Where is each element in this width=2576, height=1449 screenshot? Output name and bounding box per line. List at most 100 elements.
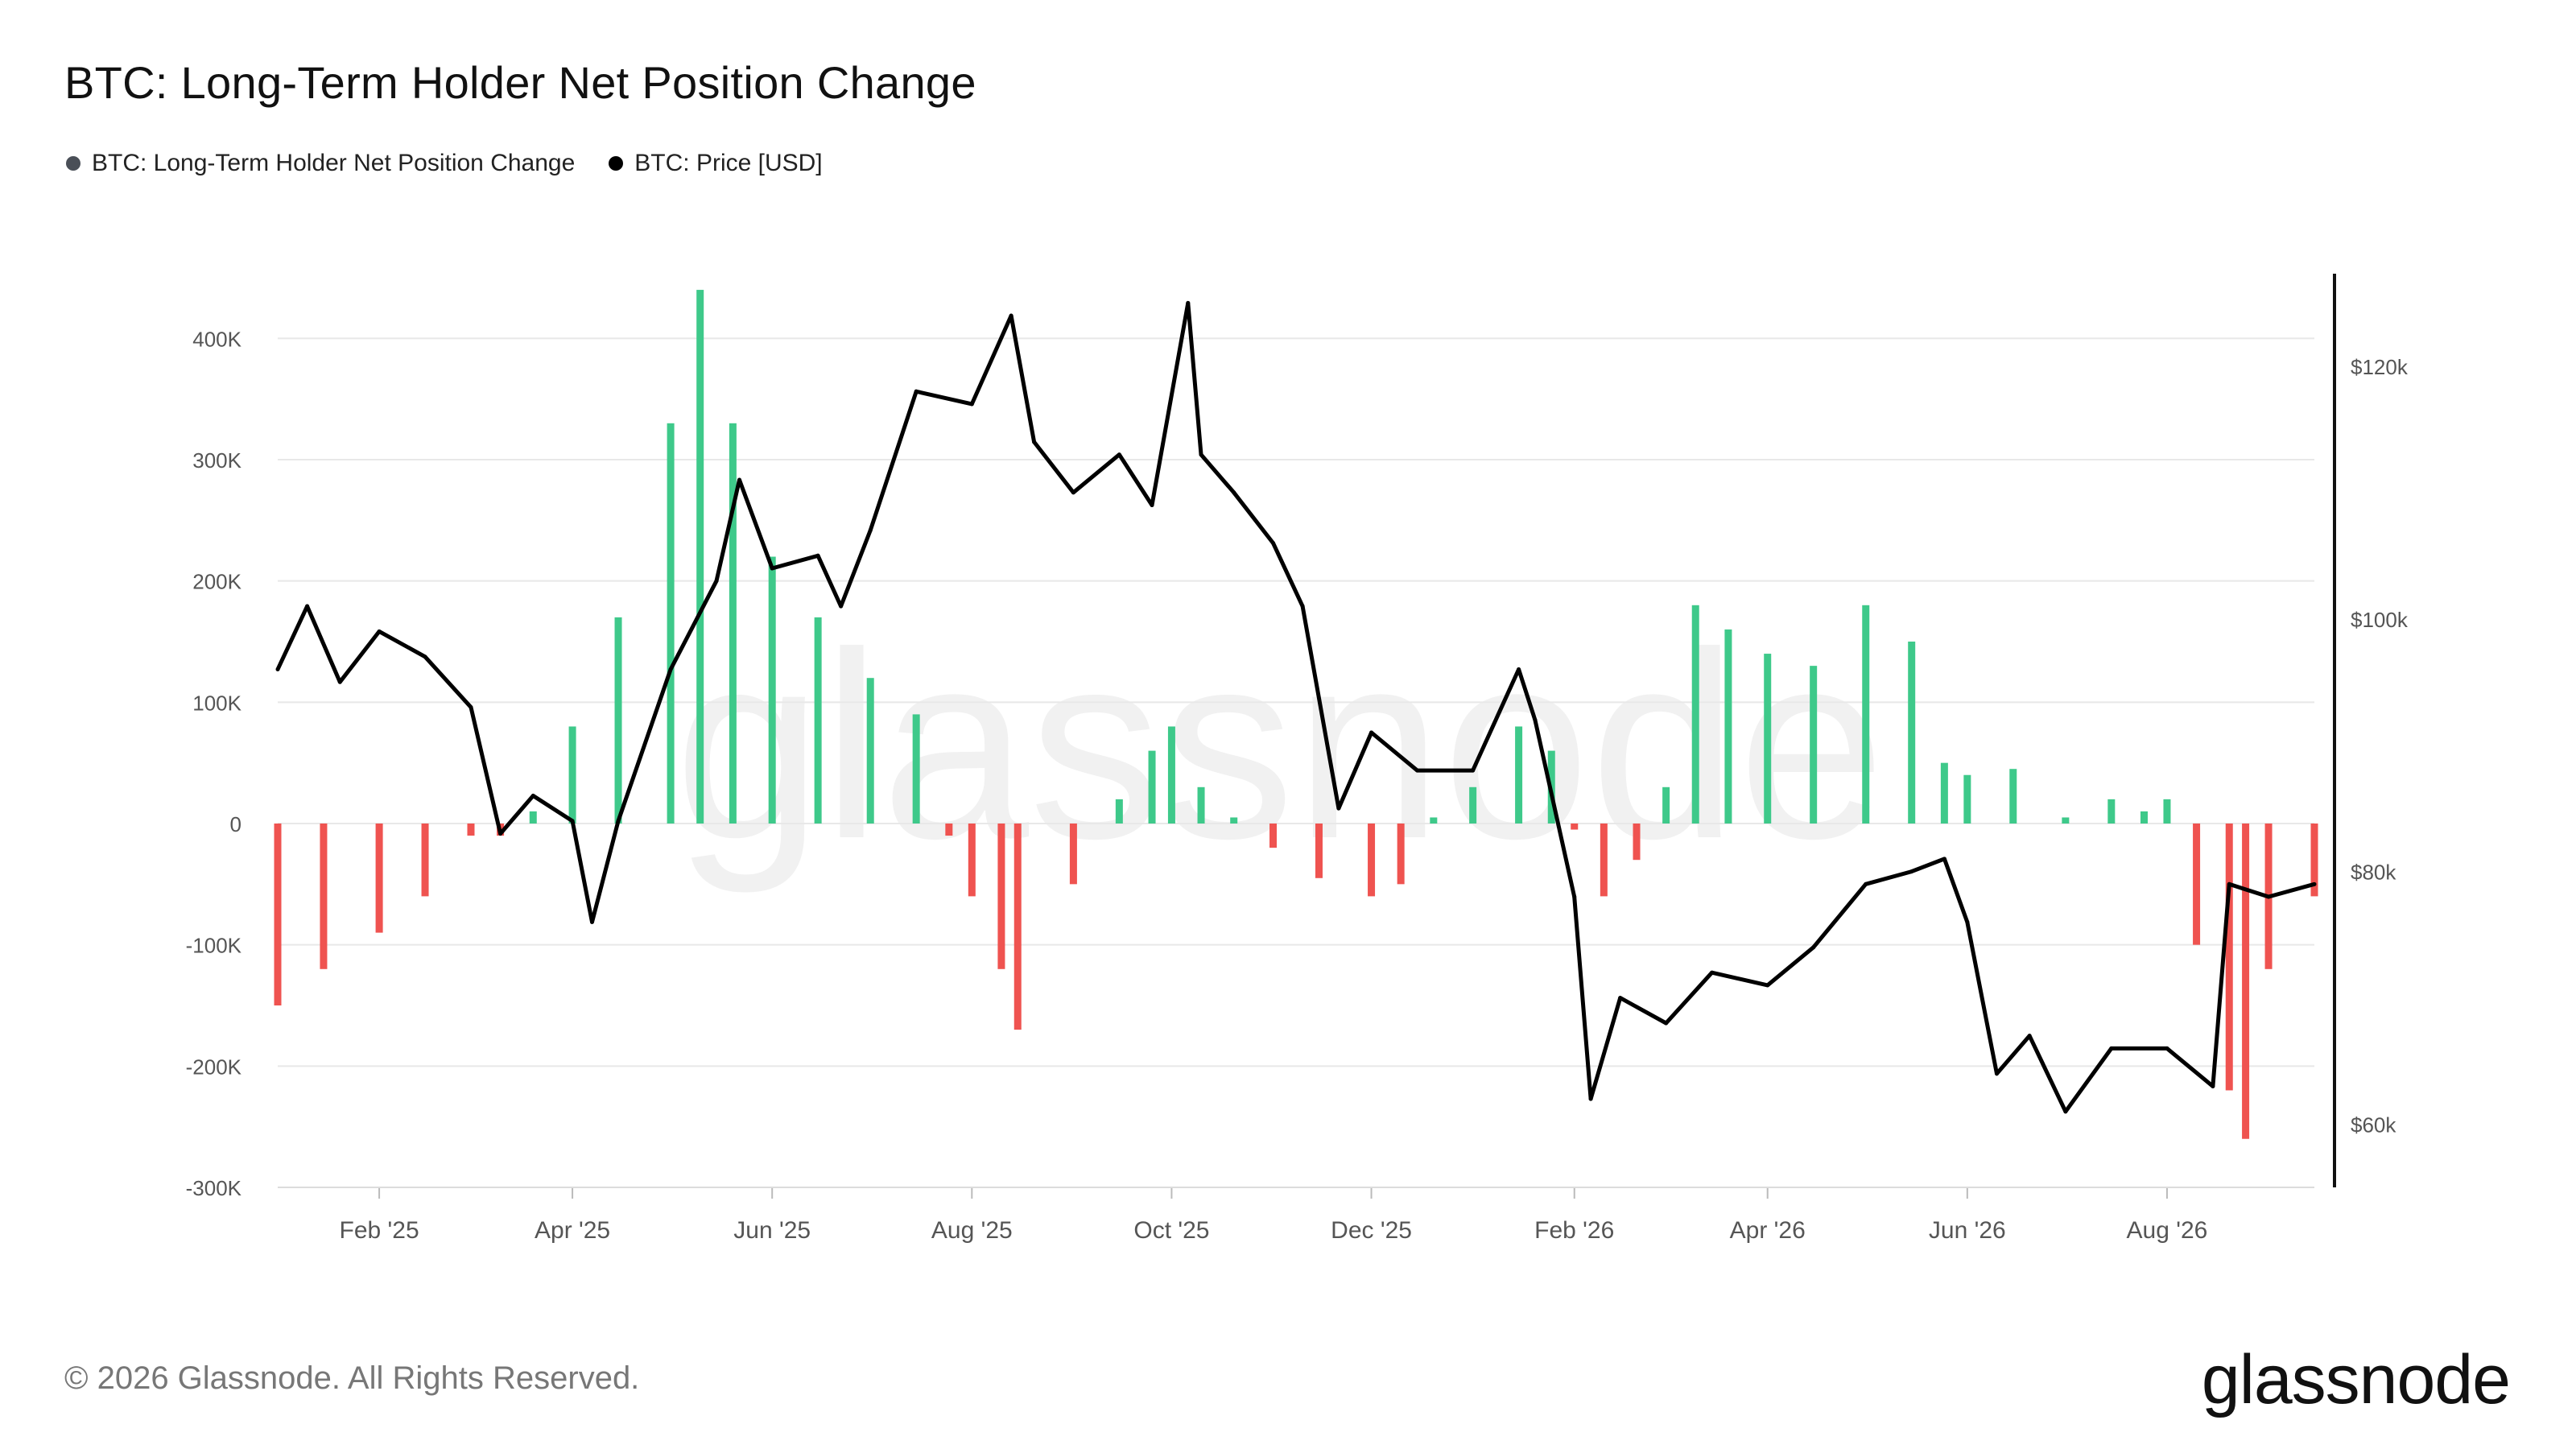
bars-layer — [274, 290, 2318, 1139]
y-left-tick-label: 100K — [192, 691, 242, 715]
price-point — [589, 919, 594, 924]
price-point — [337, 679, 342, 684]
net-position-bar — [320, 824, 328, 969]
x-tick-label: Aug '25 — [931, 1217, 1013, 1244]
price-point — [469, 705, 473, 710]
price-point — [2227, 881, 2231, 886]
price-line — [275, 300, 2315, 1114]
net-position-bar — [421, 824, 429, 897]
y-left-tick-label: 0 — [230, 812, 242, 836]
net-position-bar — [912, 714, 920, 824]
chart-legend: BTC: Long-Term Holder Net Position Chang… — [66, 150, 823, 177]
glassnode-logo[interactable]: glassnode — [2201, 1341, 2511, 1418]
net-position-bar — [467, 824, 475, 836]
price-point — [2165, 1046, 2169, 1051]
price-point — [1572, 894, 1577, 899]
price-point — [1032, 440, 1037, 444]
net-position-bar — [1197, 786, 1205, 824]
net-position-bar — [2225, 824, 2233, 1091]
x-tick-label: Apr '26 — [1730, 1217, 1806, 1244]
net-position-bar — [2163, 799, 2171, 824]
net-position-bar — [1368, 824, 1376, 897]
net-position-bar — [696, 290, 704, 824]
net-position-bar — [1469, 786, 1477, 824]
x-tick-label: Jun '26 — [1929, 1217, 2006, 1244]
price-point — [616, 819, 621, 824]
net-position-bar — [1571, 824, 1579, 830]
y-left-tick-label: 300K — [192, 448, 242, 473]
price-point — [1300, 604, 1305, 609]
price-point — [2312, 881, 2317, 886]
price-point — [1864, 881, 1868, 886]
legend-item-price[interactable]: BTC: Price [USD] — [609, 150, 823, 177]
net-position-bar — [2009, 769, 2017, 824]
price-point — [1336, 806, 1341, 811]
net-position-bar — [2310, 824, 2318, 897]
net-position-bar — [375, 824, 383, 933]
net-position-bar — [1662, 786, 1670, 824]
net-position-bar — [1167, 726, 1175, 824]
net-position-bar — [2107, 799, 2116, 824]
axes-layer: 400K 300K 200K 100K 0 -100K -200K -300K $120k $10… — [186, 274, 2409, 1244]
net-position-bar — [2242, 824, 2250, 1139]
net-position-bar — [945, 824, 953, 836]
price-point — [1186, 300, 1191, 305]
net-position-bar — [1148, 750, 1156, 824]
x-tick-label: Feb '26 — [1534, 1217, 1614, 1244]
net-position-bar — [2193, 824, 2201, 945]
price-point — [1765, 983, 1770, 988]
price-point — [1588, 1096, 1593, 1101]
price-point — [1994, 1071, 1999, 1076]
price-point — [839, 604, 844, 609]
net-position-bar — [1764, 654, 1772, 824]
net-position-bar — [968, 824, 976, 897]
price-point — [737, 477, 742, 482]
price-point — [1071, 490, 1075, 495]
y-left-tick-label: -200K — [186, 1055, 242, 1079]
price-point — [2027, 1034, 2032, 1038]
net-position-bar — [1810, 666, 1818, 824]
x-tick-label: Feb '25 — [340, 1217, 419, 1244]
net-position-bar — [1691, 605, 1699, 824]
price-point — [1232, 490, 1236, 495]
net-position-bar — [2062, 817, 2070, 824]
price-line-layer — [275, 300, 2317, 1114]
y-right-tick-label: $60k — [2351, 1113, 2396, 1137]
price-point — [1199, 452, 1203, 457]
price-point — [1942, 857, 1946, 861]
price-point — [1150, 503, 1154, 507]
x-tick-label: Oct '25 — [1133, 1217, 1209, 1244]
legend-item-net-position[interactable]: BTC: Long-Term Holder Net Position Chang… — [66, 150, 575, 177]
net-position-bar — [1230, 817, 1238, 824]
net-position-bar — [1515, 726, 1523, 824]
x-tick-label: Dec '25 — [1331, 1217, 1412, 1244]
price-point — [1271, 541, 1276, 546]
y-right-tick-label: $120k — [2351, 355, 2409, 379]
legend-dot-net-position — [66, 156, 80, 171]
net-position-bar — [529, 811, 537, 824]
price-point — [570, 819, 575, 824]
net-position-bar — [768, 556, 776, 824]
net-position-bar — [1069, 824, 1077, 885]
net-position-bar — [1013, 824, 1022, 1030]
price-point — [914, 389, 919, 394]
legend-label-price: BTC: Price [USD] — [634, 150, 823, 176]
net-position-bar — [1724, 629, 1732, 824]
net-position-bar — [1862, 605, 1870, 824]
price-point — [305, 604, 310, 609]
price-point — [815, 553, 820, 558]
y-right-tick-label: $100k — [2351, 608, 2409, 632]
legend-label-net-position: BTC: Long-Term Holder Net Position Chang… — [92, 150, 576, 176]
y-left-tick-label: 200K — [192, 570, 242, 594]
price-point — [1618, 996, 1623, 1001]
net-position-bar — [997, 824, 1005, 969]
y-left-tick-label: -300K — [186, 1176, 242, 1200]
net-position-bar — [1315, 824, 1323, 878]
price-point — [1471, 768, 1476, 773]
net-position-bar — [1397, 824, 1405, 885]
price-point — [377, 629, 382, 634]
net-position-bar — [729, 423, 737, 824]
net-position-bar — [1600, 824, 1608, 897]
price-point — [2211, 1084, 2215, 1088]
